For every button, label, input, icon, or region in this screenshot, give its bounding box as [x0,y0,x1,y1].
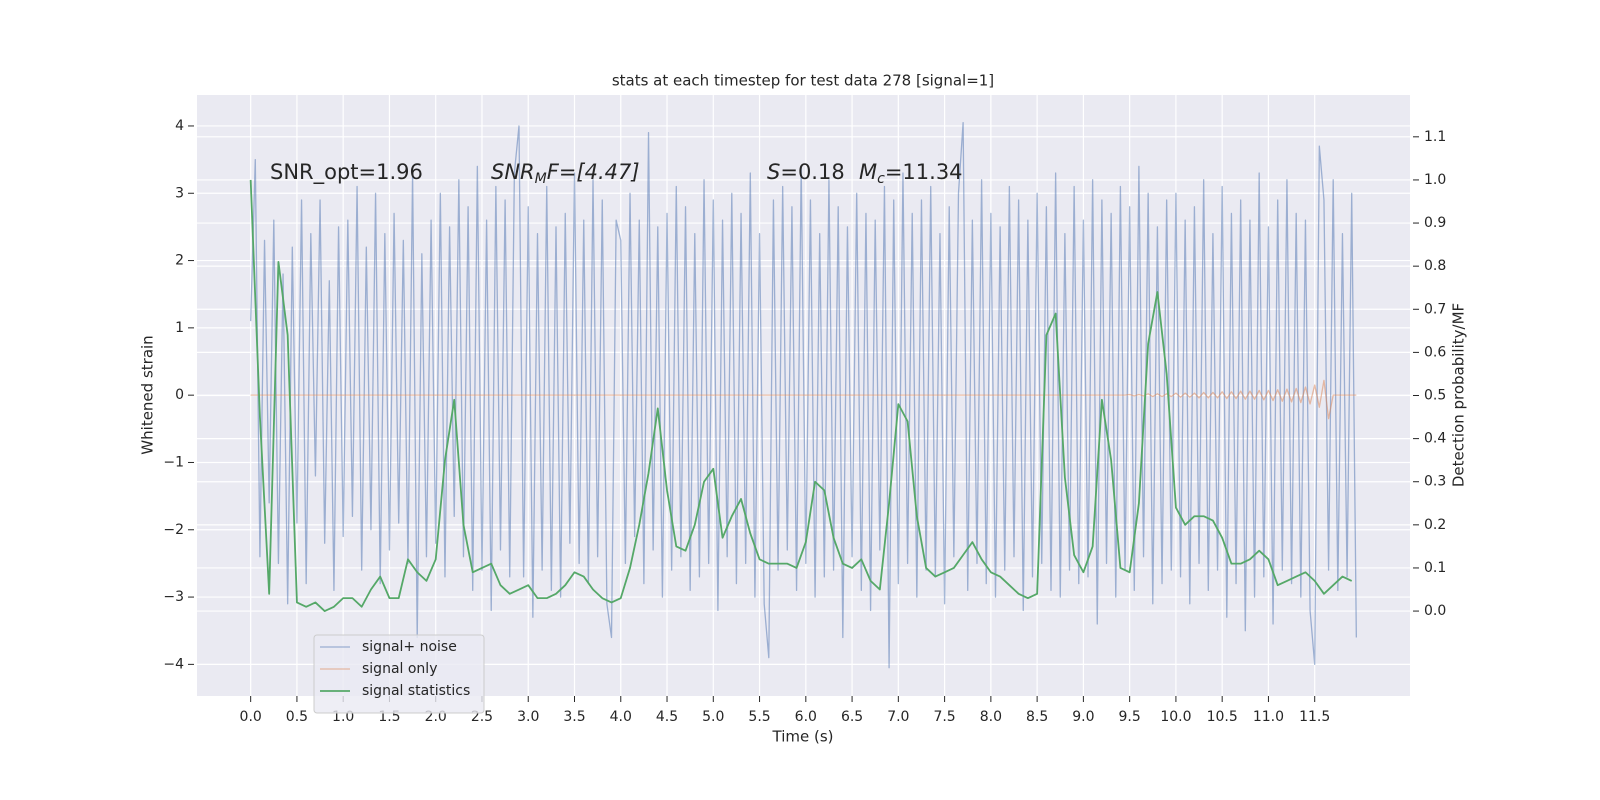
y-tick-label: 1 [175,320,184,336]
annotation-text: SNR_opt=1.96 [270,160,423,185]
legend-label: signal statistics [362,683,470,699]
x-axis-label: Time (s) [772,728,834,746]
axes: 0.0 0.5 1.0 1.5 2.0 2.5 3.0 3.5 4.0 4.5 5.0 5.5 6.0 6… [163,118,1446,725]
x-tick-label: 10.0 [1160,709,1191,725]
x-tick-label: 11.0 [1253,709,1284,725]
y-tick-label: 4 [175,118,184,134]
x-tick-label: 11.5 [1299,709,1330,725]
x-tick-label: 7.5 [933,709,955,725]
x-tick-label: 9.5 [1119,709,1141,725]
y2-tick-label: 0.8 [1424,258,1446,274]
y-tick-label: 2 [175,253,184,269]
y-tick-label: 3 [175,185,184,201]
y2-tick-label: 1.1 [1424,129,1446,145]
annotation-subscript: c [877,171,885,187]
annotation-text: M [859,160,877,184]
x-tick-label: 4.0 [610,709,632,725]
series-line [250,379,1357,420]
annotation-text: =0.18 [780,160,844,184]
y-tick-label: −2 [163,522,184,538]
annotation: SNRMF=[4.47] [491,160,640,187]
annotation-text: =11.34 [885,160,963,184]
annotation: Mc=11.34 [859,160,963,187]
annotation-text: SNR [491,160,535,184]
series-line [250,121,1357,669]
x-tick-label: 6.5 [841,709,863,725]
x-tick-label: 10.5 [1207,709,1238,725]
annotation-text: S [767,160,780,184]
annotation-subscript: M [535,171,547,187]
marks [249,121,1357,669]
annotation: S=0.18 [767,160,845,184]
y2-tick-label: 0.0 [1424,603,1446,619]
y2-tick-label: 0.7 [1424,301,1446,317]
y2-axis-label: Detection probability/MF [1450,303,1468,487]
x-tick-label: 3.5 [563,709,585,725]
y2-tick-label: 1.0 [1424,172,1446,188]
legend-label: signal only [362,661,437,677]
y2-tick-label: 0.1 [1424,560,1446,576]
x-tick-label: 0.5 [286,709,308,725]
x-tick-label: 6.0 [795,709,817,725]
annotation: SNR_opt=1.96 [270,160,423,185]
x-tick-label: 8.5 [1026,709,1048,725]
legend-label: signal+ noise [362,639,457,655]
y-tick-label: −4 [163,656,184,672]
y-tick-label: 0 [175,387,184,403]
x-tick-label: 8.0 [980,709,1002,725]
y-tick-label: −1 [163,454,184,470]
y2-tick-label: 0.6 [1424,344,1446,360]
x-tick-label: 5.5 [748,709,770,725]
x-tick-label: 0.0 [240,709,262,725]
y2-tick-label: 0.3 [1424,474,1446,490]
y2-tick-label: 0.5 [1424,388,1446,404]
legend: signal+ noise signal only signal statistic… [313,634,485,714]
series-line [249,179,1353,612]
x-tick-label: 9.0 [1072,709,1094,725]
y-tick-label: −3 [163,589,184,605]
x-tick-label: 3.0 [517,709,539,725]
legend-box [313,634,485,714]
x-tick-label: 7.0 [887,709,909,725]
x-tick-label: 4.5 [656,709,678,725]
y2-tick-label: 0.4 [1424,431,1446,447]
x-tick-label: 5.0 [702,709,724,725]
y-axis-label: Whitened strain [139,335,157,454]
y2-tick-label: 0.2 [1424,517,1446,533]
y2-tick-label: 0.9 [1424,215,1446,231]
chart-title: stats at each timestep for test data 278… [612,72,994,90]
annotation-text: F=[4.47] [547,160,640,184]
